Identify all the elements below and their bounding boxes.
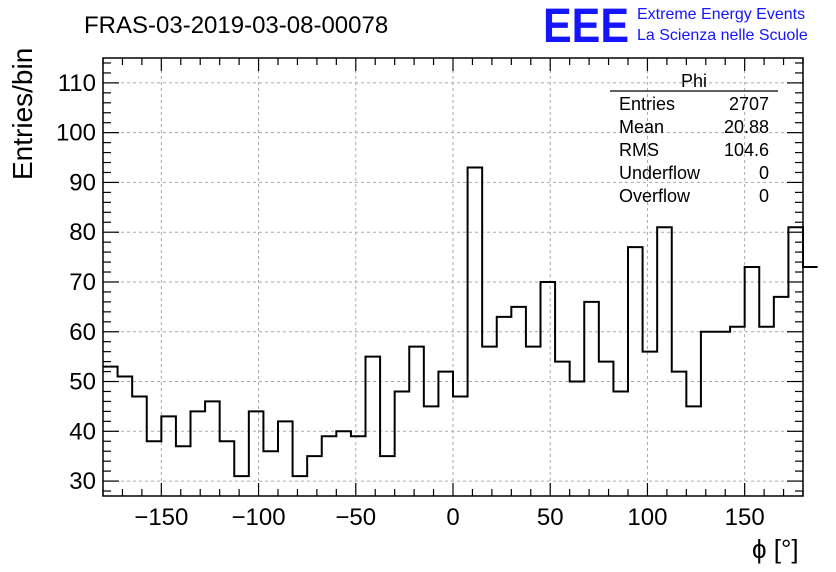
histogram-bin	[613, 391, 628, 496]
histogram-bin	[234, 476, 249, 496]
stats-label: Entries	[619, 94, 675, 114]
y-axis-label: Entries/bin	[7, 48, 38, 180]
histogram-bin	[307, 456, 322, 496]
histogram-bin	[293, 476, 308, 496]
histogram-bin	[161, 416, 176, 496]
stats-label: Overflow	[619, 186, 691, 206]
histogram-bin	[220, 441, 235, 496]
histogram-bin	[380, 456, 395, 496]
stats-label: RMS	[619, 140, 659, 160]
histogram-bin	[643, 352, 658, 496]
histogram-bin	[526, 347, 541, 496]
histogram-bin	[701, 332, 716, 496]
stats-value: 20.88	[724, 117, 769, 137]
histogram-bars	[103, 166, 818, 496]
histogram-bin	[759, 327, 774, 496]
histogram-bin	[278, 421, 293, 496]
x-tick-label: 0	[446, 504, 459, 531]
x-axis-label: ϕ [°]	[752, 534, 799, 564]
histogram-bin	[628, 247, 643, 496]
histogram-bin	[657, 227, 672, 496]
histogram-bin	[263, 451, 278, 496]
stats-box: Phi Entries 2707 Mean 20.88 RMS 104.6 Underflo…	[610, 71, 778, 206]
eee-logo: EEE	[543, 0, 629, 53]
tick-labels: −150 −100 −50 0 50 100 150 30 40 50 60 70 80 90 100 110	[56, 70, 765, 531]
stats-value: 0	[759, 186, 769, 206]
histogram-bin	[730, 327, 745, 496]
y-tick-label: 30	[69, 468, 96, 495]
x-tick-label: 100	[627, 504, 667, 531]
histogram-bin	[409, 347, 424, 496]
axes	[102, 57, 804, 497]
y-tick-label: 50	[69, 369, 96, 396]
histogram-bin	[482, 347, 497, 496]
y-tick-label: 40	[69, 418, 96, 445]
histogram-bin	[716, 332, 731, 496]
histogram-bin	[803, 267, 818, 496]
histogram-bin	[774, 297, 789, 496]
histogram-bin	[541, 282, 556, 496]
stats-value: 2707	[729, 94, 769, 114]
histogram-bin	[511, 307, 526, 496]
histogram-bin	[497, 317, 512, 496]
histogram-bin	[570, 382, 585, 496]
y-tick-label: 100	[56, 120, 96, 147]
histogram-bin	[424, 406, 439, 496]
histogram-bin	[351, 436, 366, 496]
histogram-bin	[672, 372, 687, 496]
histogram-bin	[395, 391, 410, 496]
histogram-outline	[103, 166, 818, 478]
grid	[103, 58, 803, 496]
stats-title: Phi	[681, 71, 707, 91]
histogram-bin	[438, 372, 453, 496]
stats-value: 104.6	[724, 140, 769, 160]
logo-subtitle-line1: Extreme Energy Events	[637, 6, 805, 23]
histogram-bin	[249, 411, 264, 496]
x-tick-label: 150	[725, 504, 765, 531]
histogram-bin	[191, 411, 206, 496]
x-tick-label: −100	[232, 504, 286, 531]
y-tick-label: 60	[69, 319, 96, 346]
histogram-bin	[147, 441, 162, 496]
x-tick-label: 50	[537, 504, 564, 531]
stats-value: 0	[759, 163, 769, 183]
logo-subtitle-line2: La Scienza nelle Scuole	[637, 27, 808, 44]
y-tick-label: 70	[69, 269, 96, 296]
y-tick-label: 90	[69, 169, 96, 196]
x-tick-label: −50	[335, 504, 376, 531]
histogram-bin	[322, 436, 337, 496]
stats-label: Underflow	[619, 163, 701, 183]
chart-title: FRAS-03-2019-03-08-00078	[84, 12, 388, 39]
histogram-bin	[584, 302, 599, 496]
stats-label: Mean	[619, 117, 664, 137]
histogram-bin	[176, 446, 191, 496]
x-tick-label: −150	[134, 504, 188, 531]
histogram-bin	[366, 357, 381, 496]
histogram-bin	[118, 377, 133, 496]
histogram-bin	[205, 401, 220, 496]
histogram-bin	[686, 406, 701, 496]
y-tick-label: 110	[58, 70, 96, 97]
y-tick-label: 80	[69, 219, 96, 246]
histogram-bin	[336, 431, 351, 496]
